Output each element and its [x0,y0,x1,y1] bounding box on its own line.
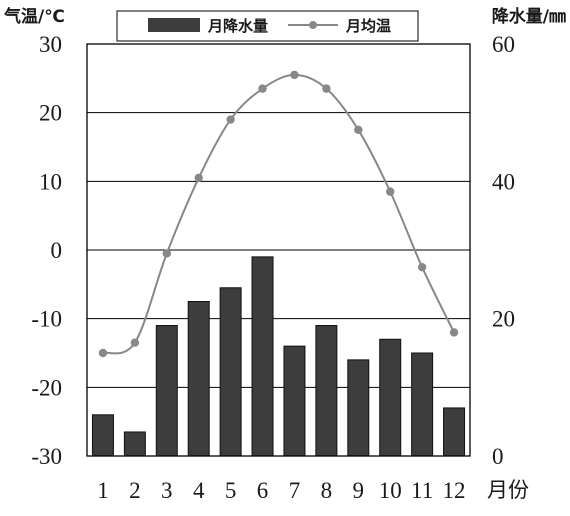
x-tick-label: 8 [321,478,333,503]
x-tick-label: 4 [193,478,205,503]
precipitation-bar-1 [91,414,114,457]
left-tick-label: 10 [39,169,62,194]
temperature-point-1 [98,348,108,358]
left-tick-label: 20 [39,101,62,126]
temperature-point-12 [449,328,459,337]
x-tick-label: 3 [161,478,173,503]
legend-bar-swatch [148,18,200,32]
left-tick-label: 30 [39,32,62,57]
precipitation-bar-5 [219,287,242,457]
precipitation-bar-9 [347,359,370,457]
temperature-point-10 [386,187,395,196]
precipitation-bar-7 [283,345,306,457]
precipitation-bars [91,256,466,457]
precipitation-bar-12 [443,407,466,457]
x-tick-label: 11 [411,478,433,503]
right-tick-label: 0 [492,444,504,469]
temperature-point-5 [226,115,235,124]
legend-temperature-label: 月均温 [345,17,391,35]
precipitation-bar-6 [251,256,274,457]
temperature-point-2 [130,338,140,347]
precipitation-bar-3 [155,325,178,457]
temperature-point-4 [194,173,203,183]
temperature-point-8 [322,84,331,93]
right-tick-label: 60 [492,32,515,57]
right-axis-title: 降水量/㎜ [492,6,566,27]
x-tick-label: 5 [225,478,237,503]
x-tick-label: 9 [353,478,365,503]
x-tick-label: 7 [289,478,301,503]
x-axis-title: 月份 [487,478,529,502]
legend-line-marker [309,21,317,29]
temperature-point-6 [258,84,267,93]
precipitation-bar-11 [411,352,434,457]
plot-area-frame [86,43,471,457]
precipitation-bar-10 [379,338,402,457]
temperature-line [98,70,459,358]
left-axis-title: 气温/℃ [3,6,65,27]
x-tick-label: 12 [443,478,466,503]
x-tick-label: 2 [129,478,141,503]
temperature-point-9 [354,125,363,135]
precipitation-bar-4 [187,301,210,457]
x-tick-label: 10 [379,478,402,503]
left-tick-label: -10 [31,307,62,332]
x-tick-label: 1 [97,478,109,503]
temperature-point-3 [162,249,171,258]
precipitation-bar-8 [315,325,338,457]
legend-precipitation-label: 月降水量 [207,17,268,35]
temperature-point-7 [290,70,299,80]
right-tick-label: 40 [492,169,515,194]
left-tick-label: 0 [51,238,63,263]
temperature-curve [102,73,455,355]
x-tick-label: 6 [257,478,269,503]
legend: 月降水量 月均温 [116,10,419,42]
left-tick-label: -30 [31,444,62,469]
temperature-point-11 [417,262,427,272]
precipitation-bar-2 [123,431,146,457]
right-tick-label: 20 [492,307,515,332]
left-tick-label: -20 [31,375,62,400]
